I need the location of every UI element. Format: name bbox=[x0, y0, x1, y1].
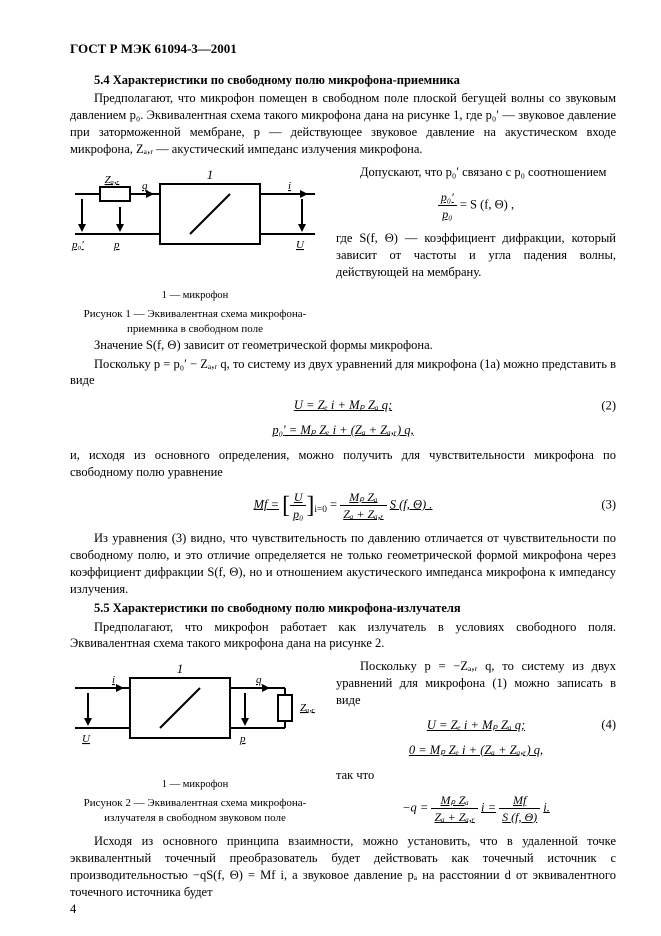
svg-text:U: U bbox=[296, 239, 305, 251]
sec54-p5: Из уравнения (3) видно, что чувствительн… bbox=[70, 530, 616, 598]
eq-frac-rhs: = S (f, Θ) , bbox=[460, 197, 514, 211]
svg-text:U: U bbox=[82, 733, 91, 745]
sec54-eq2: U = Zₑ i + Mₚ Zₐ q; (2) bbox=[70, 397, 616, 414]
svg-text:Zₐ,ᵣ: Zₐ,ᵣ bbox=[105, 174, 120, 186]
sec54-eq3: Mf = [Up₀]i=0 = Mₚ ZₐZₐ + Zₐ,ᵣ S (f, Θ) … bbox=[70, 489, 616, 522]
sec55-eq4b: 0 = Mₚ Zₑ i + (Zₐ + Zₐ,ᵣ) q, bbox=[336, 742, 616, 759]
fig1-block: Zₐ,ᵣ q p₀′ p i U 1 1 — микрофон Рисунок … bbox=[70, 164, 320, 337]
eq2-num: (2) bbox=[601, 397, 616, 414]
eq5-num1: Mₚ Zₐ bbox=[441, 793, 469, 807]
fig1-caption: Рисунок 1 — Эквивалентная схема микрофон… bbox=[70, 307, 320, 337]
svg-text:q: q bbox=[142, 180, 148, 192]
eq2a: U = Zₑ i + Mₚ Zₐ q; bbox=[294, 398, 392, 412]
sec54-p4: и, исходя из основного определения, можн… bbox=[70, 447, 616, 481]
fig2-right: Поскольку p = −Zₐ,ᵣ q, то систему из дву… bbox=[336, 658, 616, 833]
fig1-svg: Zₐ,ᵣ q p₀′ p i U 1 bbox=[70, 164, 320, 284]
eq5-den1: Zₐ + Zₐ,ᵣ bbox=[434, 810, 474, 824]
eq5-mid: i = bbox=[481, 800, 496, 814]
sec55-p2: Исходя из основного принципа взаимности,… bbox=[70, 833, 616, 901]
eq4-num: (4) bbox=[601, 717, 616, 734]
doc-id: ГОСТ Р МЭК 61094-3—2001 bbox=[70, 40, 616, 58]
eq3-br-den: p₀ bbox=[293, 507, 303, 521]
page-number: 4 bbox=[70, 901, 76, 918]
eq3-br-num: U bbox=[294, 490, 303, 504]
fig2-caption: Рисунок 2 — Эквивалентная схема микрофон… bbox=[70, 796, 320, 826]
fig2-svg: i U q p Zₐ,ᵣ 1 bbox=[70, 658, 320, 773]
sec54-p1: Предполагают, что микрофон помещен в сво… bbox=[70, 90, 616, 158]
svg-text:Zₐ,ᵣ: Zₐ,ᵣ bbox=[300, 702, 315, 714]
eq3-left: Mf = bbox=[254, 497, 279, 511]
sec55-title: 5.5 Характеристики по свободному полю ми… bbox=[70, 600, 616, 617]
svg-text:q: q bbox=[256, 674, 262, 686]
sec55-right1: Поскольку p = −Zₐ,ᵣ q, то систему из дву… bbox=[336, 658, 616, 709]
eq3-mid-num: Mₚ Zₐ bbox=[349, 490, 377, 504]
fig2-mic-label: 1 — микрофон bbox=[70, 778, 320, 792]
sec55-p1: Предполагают, что микрофон работает как … bbox=[70, 619, 616, 653]
fig1-right: Допускают, что p₀′ связано с p₀ соотноше… bbox=[336, 164, 616, 283]
eq3-br-sub: i=0 bbox=[314, 505, 327, 515]
fig2-row: i U q p Zₐ,ᵣ 1 1 — микрофон Рисунок 2 — … bbox=[70, 658, 616, 833]
sec54-right1a: Допускают, что p₀′ связано с p₀ соотноше… bbox=[336, 164, 616, 181]
eq2b: p₀′ = Mₚ Zₑ i + (Zₐ + Zₐ,ᵣ) q, bbox=[272, 423, 413, 437]
eq3-mid-den: Zₐ + Zₐ,ᵣ bbox=[343, 507, 383, 521]
eq3-mid-eq: = bbox=[330, 497, 337, 511]
svg-text:p₀′: p₀′ bbox=[71, 239, 84, 251]
sec54-p3: Поскольку p = p₀′ − Zₐ,ᵣ q, то систему и… bbox=[70, 356, 616, 390]
sec55-eq4: U = Zₑ i + Mₚ Zₐ q; (4) bbox=[336, 717, 616, 734]
eq5-tail: i. bbox=[543, 800, 550, 814]
svg-text:p: p bbox=[239, 733, 246, 745]
eq3-num: (3) bbox=[601, 497, 616, 514]
eq5-den2: S (f, Θ) bbox=[502, 810, 537, 824]
svg-text:1: 1 bbox=[207, 167, 214, 182]
sec55-right2: так что bbox=[336, 767, 616, 784]
eq5-lhs: −q = bbox=[402, 800, 428, 814]
eq-frac-num: p₀′ bbox=[441, 190, 454, 204]
fig1-mic-label: 1 — микрофон bbox=[70, 289, 320, 303]
fig1-row: Zₐ,ᵣ q p₀′ p i U 1 1 — микрофон Рисунок … bbox=[70, 164, 616, 337]
eq-frac-den: p₀ bbox=[442, 207, 452, 221]
eq5-num2: Mf bbox=[513, 793, 526, 807]
svg-text:p: p bbox=[113, 239, 120, 251]
svg-text:i: i bbox=[112, 674, 115, 686]
fig2-block: i U q p Zₐ,ᵣ 1 1 — микрофон Рисунок 2 — … bbox=[70, 658, 320, 826]
sec54-right2: где S(f, Θ) — коэффициент дифракции, кот… bbox=[336, 230, 616, 281]
eq3-tail: S (f, Θ) . bbox=[390, 497, 433, 511]
sec54-p2: Значение S(f, Θ) зависит от геометрическ… bbox=[70, 337, 616, 354]
eq4b: 0 = Mₚ Zₑ i + (Zₐ + Zₐ,ᵣ) q, bbox=[409, 743, 543, 757]
sec55-eq5: −q = Mₚ Zₐ Zₐ + Zₐ,ᵣ i = Mf S (f, Θ) i. bbox=[336, 792, 616, 825]
sec54-title: 5.4 Характеристики по свободному полю ми… bbox=[70, 72, 616, 89]
sec54-eq2b: p₀′ = Mₚ Zₑ i + (Zₐ + Zₐ,ᵣ) q, bbox=[70, 422, 616, 439]
svg-text:1: 1 bbox=[177, 661, 184, 676]
svg-text:i: i bbox=[288, 180, 291, 192]
sec54-eq-frac: p₀′ p₀ = S (f, Θ) , bbox=[336, 189, 616, 222]
page: ГОСТ Р МЭК 61094-3—2001 5.4 Характеристи… bbox=[0, 0, 661, 936]
eq4a: U = Zₑ i + Mₚ Zₐ q; bbox=[427, 718, 525, 732]
